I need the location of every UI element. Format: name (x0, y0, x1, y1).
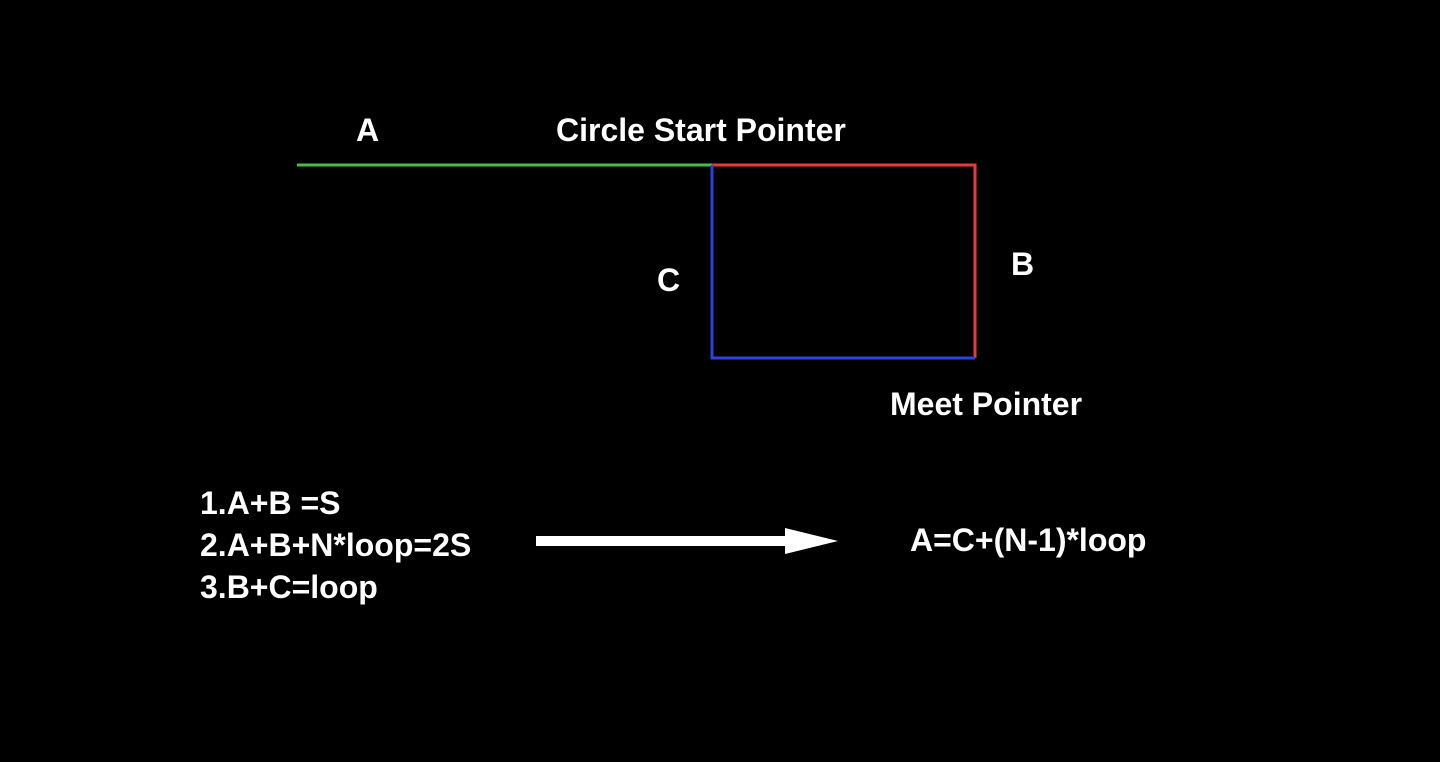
meet-pointer-label: Meet Pointer (890, 386, 1083, 422)
result-equation: A=C+(N-1)*loop (910, 522, 1147, 558)
segment-b-label: B (1011, 246, 1035, 282)
segment-c-label: C (657, 262, 681, 298)
equation-1: 1.A+B =S (200, 485, 341, 521)
equation-list: 1.A+B =S 2.A+B+N*loop=2S 3.B+C=loop (200, 482, 471, 608)
segment-a-label: A (356, 112, 380, 148)
arrow-head (785, 528, 838, 554)
circle-start-pointer-label: Circle Start Pointer (556, 112, 846, 148)
segment-c-line (710, 165, 975, 360)
equation-2: 2.A+B+N*loop=2S (200, 527, 472, 563)
segment-b-line (712, 163, 977, 358)
equation-3: 3.B+C=loop (200, 569, 378, 605)
arrow-shaft (536, 536, 788, 546)
